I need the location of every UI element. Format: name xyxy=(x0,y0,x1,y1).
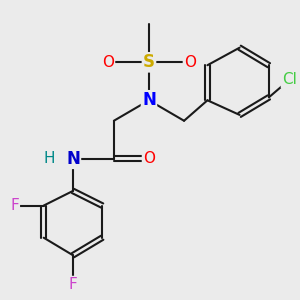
Text: O: O xyxy=(143,151,155,166)
Text: F: F xyxy=(69,277,77,292)
Text: O: O xyxy=(102,55,114,70)
Text: S: S xyxy=(143,53,155,71)
Text: H: H xyxy=(44,151,55,166)
Text: N: N xyxy=(66,150,80,168)
Text: O: O xyxy=(184,55,196,70)
Text: F: F xyxy=(10,198,19,213)
Text: N: N xyxy=(142,91,156,109)
Text: Cl: Cl xyxy=(282,72,297,87)
